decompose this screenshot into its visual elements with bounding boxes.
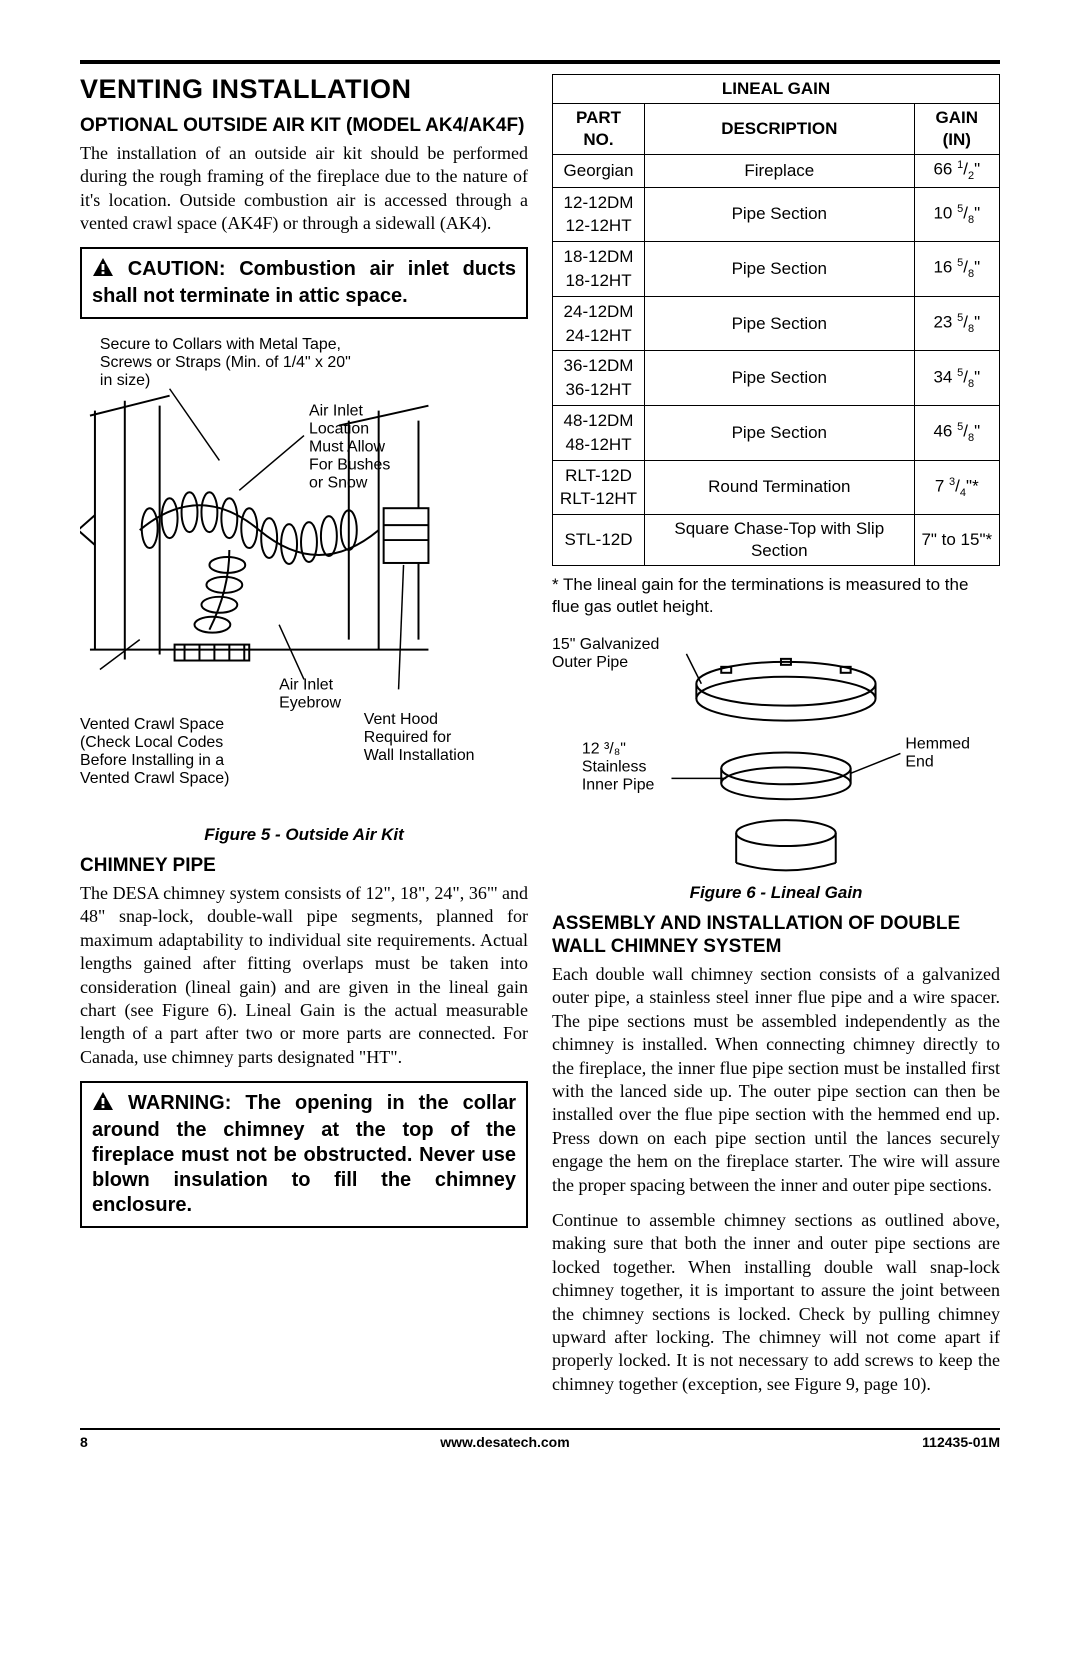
table-cell-gain: 66 1/2" [914, 155, 999, 187]
fig6-inner-label: 12 ³/₈" Stainless Inner Pipe [582, 740, 655, 793]
table-cell-part: STL-12D [553, 515, 645, 566]
fig5-secure-label: Secure to Collars with Metal Tape, Screw… [100, 336, 355, 389]
figure-6-diagram: 15" Galvanized Outer Pipe 12 ³/₈" Stainl… [552, 629, 1000, 878]
assembly-body-2: Continue to assemble chimney sections as… [552, 1209, 1000, 1396]
ak-body: The installation of an outside air kit s… [80, 142, 528, 236]
warning-text: WARNING: The opening in the collar aroun… [92, 1092, 516, 1216]
table-cell-desc: Round Termination [645, 460, 915, 515]
table-row: RLT-12DRLT-12HTRound Termination7 3/4"* [553, 460, 1000, 515]
fig5-crawl-label: Vented Crawl Space (Check Local Codes Be… [80, 717, 229, 788]
figure-5-caption: Figure 5 - Outside Air Kit [80, 825, 528, 845]
warning-icon [92, 1091, 114, 1118]
table-cell-desc: Pipe Section [645, 406, 915, 461]
table-row: 18-12DM18-12HTPipe Section16 5/8" [553, 242, 1000, 297]
table-cell-gain: 16 5/8" [914, 242, 999, 297]
figure-5-diagram: Secure to Collars with Metal Tape, Screw… [80, 331, 528, 819]
footer-page-number: 8 [80, 1434, 88, 1450]
fig5-eyebrow-label: Air Inlet Eyebrow [279, 677, 341, 712]
table-title: LINEAL GAIN [553, 75, 1000, 104]
table-header-desc: DESCRIPTION [645, 104, 915, 155]
table-cell-gain: 23 5/8" [914, 296, 999, 351]
table-header-part: PART NO. [553, 104, 645, 155]
warning-icon [92, 257, 114, 284]
top-rule [80, 60, 1000, 64]
table-cell-desc: Pipe Section [645, 187, 915, 242]
table-row: 12-12DM12-12HTPipe Section10 5/8" [553, 187, 1000, 242]
table-row: 24-12DM24-12HTPipe Section23 5/8" [553, 296, 1000, 351]
table-cell-part: RLT-12DRLT-12HT [553, 460, 645, 515]
main-heading: VENTING INSTALLATION [80, 74, 528, 105]
right-column: LINEAL GAIN PART NO. DESCRIPTION GAIN (I… [552, 74, 1000, 1408]
table-cell-part: 48-12DM48-12HT [553, 406, 645, 461]
warning-box: WARNING: The opening in the collar aroun… [80, 1081, 528, 1228]
ak-heading: OPTIONAL OUTSIDE AIR KIT (MODEL AK4/AK4F… [80, 115, 528, 138]
figure-6-caption: Figure 6 - Lineal Gain [552, 883, 1000, 903]
table-cell-part: 18-12DM18-12HT [553, 242, 645, 297]
table-header-gain: GAIN (IN) [914, 104, 999, 155]
table-cell-desc: Pipe Section [645, 296, 915, 351]
table-cell-desc: Pipe Section [645, 351, 915, 406]
table-cell-part: 12-12DM12-12HT [553, 187, 645, 242]
table-footnote: * The lineal gain for the terminations i… [552, 574, 1000, 618]
page-footer: 8 www.desatech.com 112435-01M [80, 1428, 1000, 1450]
left-column: VENTING INSTALLATION OPTIONAL OUTSIDE AI… [80, 74, 528, 1408]
assembly-heading: ASSEMBLY AND INSTALLATION OF DOUBLE WALL… [552, 913, 1000, 959]
two-column-layout: VENTING INSTALLATION OPTIONAL OUTSIDE AI… [80, 74, 1000, 1408]
footer-doc-number: 112435-01M [922, 1434, 1000, 1450]
lineal-gain-table: LINEAL GAIN PART NO. DESCRIPTION GAIN (I… [552, 74, 1000, 566]
table-row: 48-12DM48-12HTPipe Section46 5/8" [553, 406, 1000, 461]
table-cell-gain: 10 5/8" [914, 187, 999, 242]
table-cell-gain: 7" to 15"* [914, 515, 999, 566]
table-cell-part: Georgian [553, 155, 645, 187]
table-cell-desc: Pipe Section [645, 242, 915, 297]
table-cell-gain: 34 5/8" [914, 351, 999, 406]
table-row: STL-12DSquare Chase-Top with Slip Sectio… [553, 515, 1000, 566]
footer-url: www.desatech.com [440, 1434, 569, 1450]
table-cell-desc: Square Chase-Top with Slip Section [645, 515, 915, 566]
table-cell-desc: Fireplace [645, 155, 915, 187]
caution-box: CAUTION: Combustion air inlet ducts shal… [80, 247, 528, 319]
table-cell-gain: 7 3/4"* [914, 460, 999, 515]
caution-text: CAUTION: Combustion air inlet ducts shal… [92, 258, 516, 307]
table-cell-part: 36-12DM36-12HT [553, 351, 645, 406]
chimney-body: The DESA chimney system consists of 12",… [80, 882, 528, 1069]
fig6-hemmed-label: Hemmed End [905, 735, 974, 770]
table-row: GeorgianFireplace66 1/2" [553, 155, 1000, 187]
chimney-heading: CHIMNEY PIPE [80, 855, 528, 878]
table-cell-part: 24-12DM24-12HT [553, 296, 645, 351]
table-row: 36-12DM36-12HTPipe Section34 5/8" [553, 351, 1000, 406]
fig5-venthood-label: Vent Hood Required for Wall Installation [364, 712, 475, 765]
fig6-outer-label: 15" Galvanized Outer Pipe [552, 635, 664, 670]
table-cell-gain: 46 5/8" [914, 406, 999, 461]
assembly-body-1: Each double wall chimney section consist… [552, 963, 1000, 1197]
